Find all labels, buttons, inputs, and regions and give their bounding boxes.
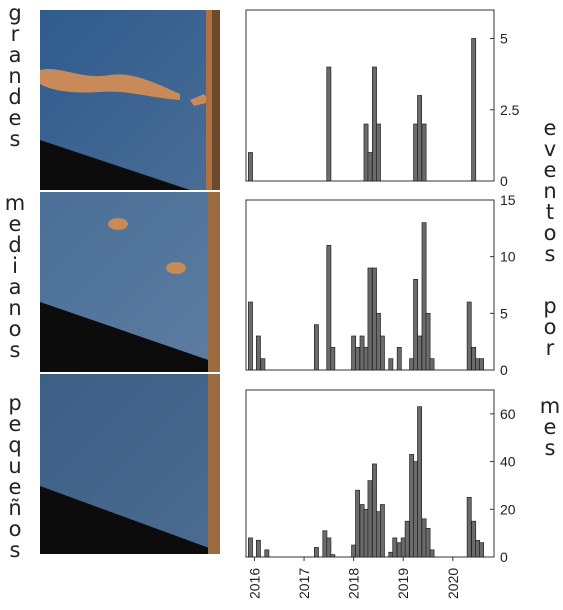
y-tick-label: 20: [500, 501, 516, 517]
photo-pequenos: [40, 374, 220, 554]
bar: [471, 520, 477, 558]
y-tick-label: 0: [500, 362, 508, 378]
photo-medianos: [40, 192, 220, 372]
bar: [376, 312, 381, 371]
bar: [359, 504, 365, 558]
y-tick-label: 15: [500, 192, 516, 208]
bar: [367, 480, 373, 558]
bar: [388, 551, 394, 558]
bar: [479, 358, 485, 371]
bar: [351, 335, 357, 371]
y-tick-label: 40: [500, 454, 516, 470]
bar: [400, 537, 406, 558]
bar: [409, 358, 415, 371]
bar: [421, 518, 427, 558]
bar: [475, 539, 481, 558]
bar: [425, 312, 431, 371]
bar: [255, 539, 261, 558]
y-tick-label: 0: [500, 549, 508, 565]
bar: [376, 123, 381, 182]
bar: [248, 537, 253, 558]
bar: [330, 346, 336, 371]
bar: [355, 489, 361, 558]
bar: [376, 511, 381, 558]
bar: [314, 547, 319, 558]
x-tick-label: 2017: [296, 568, 312, 599]
bar: [379, 335, 385, 371]
bar: [396, 542, 402, 558]
bar: [404, 520, 410, 558]
bar: [413, 278, 419, 371]
bar: [351, 544, 357, 558]
bar: [248, 301, 253, 371]
x-tick-label: 2016: [246, 568, 262, 599]
bar: [314, 324, 319, 371]
bar: [471, 38, 477, 182]
bar: [326, 66, 332, 182]
bar: [326, 537, 332, 558]
y-tick-label: 5: [500, 305, 508, 321]
y-tick-label: 10: [500, 249, 516, 265]
bar: [421, 222, 427, 371]
y-tick-label: 2.5: [500, 102, 520, 118]
bar: [471, 346, 477, 371]
photo-grandes: [40, 10, 220, 190]
bar: [363, 346, 369, 371]
bar: [429, 358, 435, 371]
x-tick-label: 2018: [346, 568, 362, 599]
bar: [326, 244, 332, 371]
bar: [392, 537, 398, 558]
bar: [413, 123, 419, 182]
bar: [429, 549, 435, 558]
bar: [409, 454, 415, 558]
bar: [260, 358, 266, 371]
bar: [466, 301, 472, 371]
y-tick-label: 60: [500, 406, 516, 422]
bar: [255, 335, 261, 371]
bar: [363, 123, 369, 182]
bar: [413, 461, 419, 558]
bar: [466, 497, 472, 558]
bar: [372, 66, 377, 182]
bar: [372, 463, 377, 558]
bar: [396, 346, 402, 371]
bar: [367, 152, 373, 182]
x-tick-label: 2019: [395, 568, 411, 599]
bar: [367, 267, 373, 371]
bar: [479, 542, 485, 558]
bar: [417, 95, 423, 182]
bar: [322, 530, 328, 558]
x-tick-label: 2020: [445, 568, 461, 599]
bar: [388, 358, 394, 371]
bar: [417, 406, 423, 558]
bar: [355, 346, 361, 371]
bar: [475, 358, 481, 371]
bar: [372, 267, 377, 371]
bar: [363, 508, 369, 558]
bar: [264, 549, 270, 558]
bar: [379, 504, 385, 558]
bar: [248, 152, 253, 182]
bar: [359, 335, 365, 371]
bar: [417, 335, 423, 371]
y-tick-label: 0: [500, 173, 508, 189]
bar: [421, 123, 427, 182]
bar: [330, 554, 336, 558]
bar: [425, 528, 431, 558]
y-tick-label: 5: [500, 31, 508, 47]
